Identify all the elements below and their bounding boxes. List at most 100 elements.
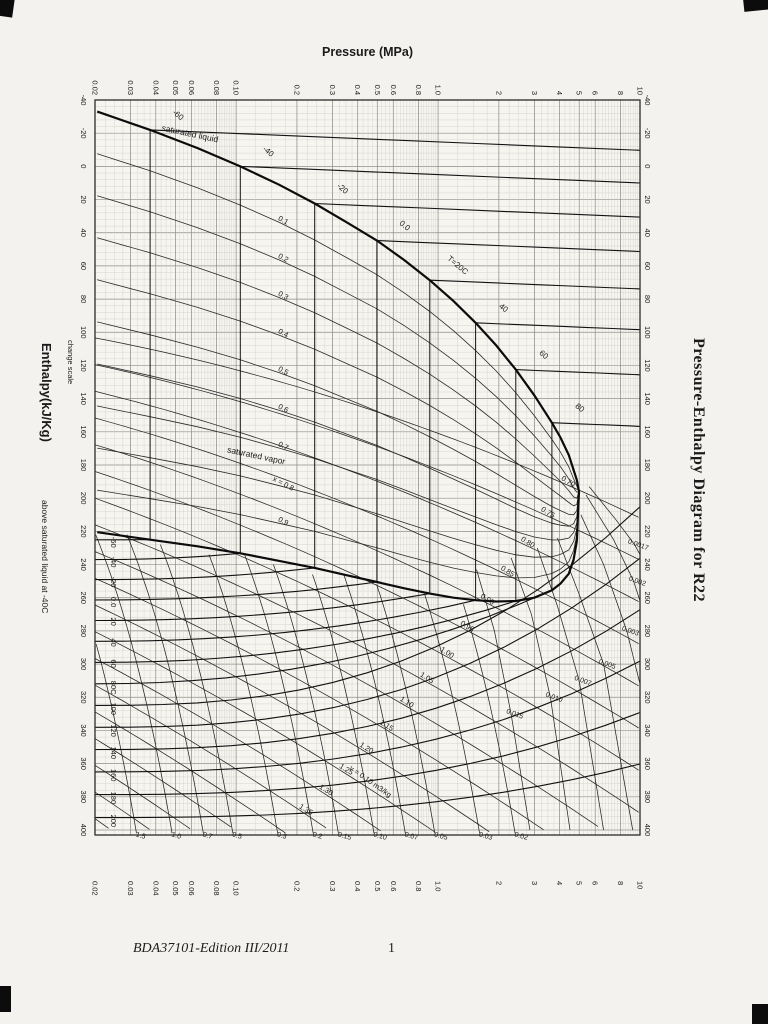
svg-text:360: 360 (79, 757, 88, 770)
svg-text:360: 360 (643, 757, 652, 770)
svg-text:60: 60 (79, 262, 88, 270)
svg-text:0.10: 0.10 (232, 881, 241, 896)
svg-text:5: 5 (575, 91, 584, 95)
svg-text:0.6: 0.6 (389, 881, 398, 891)
svg-text:240: 240 (79, 558, 88, 571)
svg-text:340: 340 (79, 724, 88, 737)
svg-text:0.4: 0.4 (353, 85, 362, 95)
svg-text:0.15: 0.15 (337, 831, 352, 841)
svg-text:40: 40 (109, 638, 118, 646)
svg-text:0.3: 0.3 (328, 85, 337, 95)
svg-text:-20: -20 (79, 128, 88, 139)
svg-text:380: 380 (79, 791, 88, 804)
svg-text:300: 300 (79, 658, 88, 671)
saturation-dome (96, 110, 581, 603)
svg-text:120: 120 (79, 359, 88, 372)
svg-text:0.4: 0.4 (277, 327, 290, 340)
svg-text:0: 0 (643, 164, 652, 168)
svg-text:0.2: 0.2 (292, 881, 301, 891)
svg-text:200: 200 (79, 492, 88, 505)
svg-text:0: 0 (79, 164, 88, 168)
svg-text:100: 100 (109, 702, 118, 715)
svg-text:-40: -40 (643, 95, 652, 106)
svg-text:400: 400 (643, 824, 652, 837)
svg-text:40: 40 (643, 229, 652, 237)
svg-text:140: 140 (109, 747, 118, 760)
svg-text:100: 100 (643, 326, 652, 339)
svg-text:above saturated liquid at -40C: above saturated liquid at -40C (40, 500, 50, 613)
svg-text:0.08: 0.08 (212, 881, 221, 896)
svg-text:2: 2 (494, 91, 503, 95)
svg-text:-20: -20 (109, 577, 118, 588)
svg-text:200: 200 (643, 492, 652, 505)
svg-text:0.07: 0.07 (404, 831, 419, 841)
svg-text:1.0: 1.0 (171, 831, 182, 840)
svg-text:8: 8 (616, 881, 625, 885)
quality-lines (97, 153, 580, 579)
svg-text:0.02: 0.02 (91, 80, 100, 95)
svg-text:0.04: 0.04 (151, 80, 160, 95)
scan-artifact-top-left (0, 0, 16, 18)
svg-text:0.10: 0.10 (232, 80, 241, 95)
svg-text:1.0: 1.0 (434, 881, 443, 891)
svg-text:8: 8 (616, 91, 625, 95)
svg-text:280: 280 (79, 625, 88, 638)
svg-text:0.5: 0.5 (277, 364, 290, 377)
svg-text:10: 10 (636, 87, 645, 95)
svg-text:0.5: 0.5 (231, 831, 242, 840)
svg-text:1.0: 1.0 (434, 85, 443, 95)
svg-text:160: 160 (109, 769, 118, 782)
svg-text:40: 40 (79, 229, 88, 237)
svg-text:380: 380 (643, 791, 652, 804)
svg-text:100: 100 (79, 326, 88, 339)
svg-text:60: 60 (109, 659, 118, 667)
svg-text:120: 120 (643, 359, 652, 372)
svg-text:200: 200 (109, 815, 118, 828)
page-footer: BDA37101-Edition III/2011 1 (0, 941, 768, 965)
svg-text:0.02: 0.02 (91, 881, 100, 896)
svg-text:300: 300 (643, 658, 652, 671)
svg-text:2: 2 (494, 881, 503, 885)
svg-text:1.5: 1.5 (135, 831, 146, 840)
svg-text:400: 400 (79, 824, 88, 837)
svg-text:0.6: 0.6 (277, 402, 290, 415)
svg-text:-60: -60 (109, 537, 118, 548)
svg-text:6: 6 (591, 91, 600, 95)
svg-text:0.7: 0.7 (202, 831, 213, 840)
svg-text:80C: 80C (109, 681, 118, 695)
svg-text:0.03: 0.03 (126, 80, 135, 95)
svg-text:0.10: 0.10 (372, 831, 387, 841)
svg-text:0.06: 0.06 (187, 881, 196, 896)
svg-text:-40: -40 (79, 95, 88, 106)
svg-text:Pressure-Enthalpy Diagram for: Pressure-Enthalpy Diagram for R22 (690, 338, 707, 602)
svg-text:320: 320 (79, 691, 88, 704)
chart-rotated-wrapper: 0.02 0.02 0.03 0.03 0.04 0.04 0.05 0.05 0.06 0.06… (30, 40, 720, 910)
svg-text:0.2: 0.2 (292, 85, 301, 95)
svg-text:0.3: 0.3 (276, 831, 287, 840)
svg-text:0.4: 0.4 (353, 881, 362, 891)
svg-text:5: 5 (575, 881, 584, 885)
svg-text:80: 80 (79, 295, 88, 303)
ph-diagram-svg: 0.020.020.030.030.040.040.050.050.060.06… (39, 45, 707, 896)
svg-text:240: 240 (643, 558, 652, 571)
svg-text:260: 260 (643, 591, 652, 604)
footer-doc-id: BDA37101-Edition III/2011 (133, 941, 290, 956)
svg-text:180: 180 (79, 459, 88, 472)
svg-text:0.3: 0.3 (277, 289, 290, 302)
svg-text:80: 80 (643, 295, 652, 303)
svg-text:160: 160 (79, 426, 88, 439)
svg-text:180: 180 (643, 459, 652, 472)
axes: 0.020.020.030.030.040.040.050.050.060.06… (39, 45, 707, 896)
svg-text:20: 20 (79, 195, 88, 203)
scan-artifact-bottom-right (752, 1004, 768, 1024)
svg-text:Pressure (MPa): Pressure (MPa) (322, 45, 413, 59)
svg-text:280: 280 (643, 625, 652, 638)
svg-text:320: 320 (643, 691, 652, 704)
svg-text:4: 4 (555, 91, 564, 95)
svg-text:180: 180 (109, 792, 118, 805)
scan-artifact-top-right (742, 0, 768, 12)
svg-text:0.05: 0.05 (171, 881, 180, 896)
svg-text:20: 20 (643, 195, 652, 203)
entropy-lines (94, 337, 639, 834)
